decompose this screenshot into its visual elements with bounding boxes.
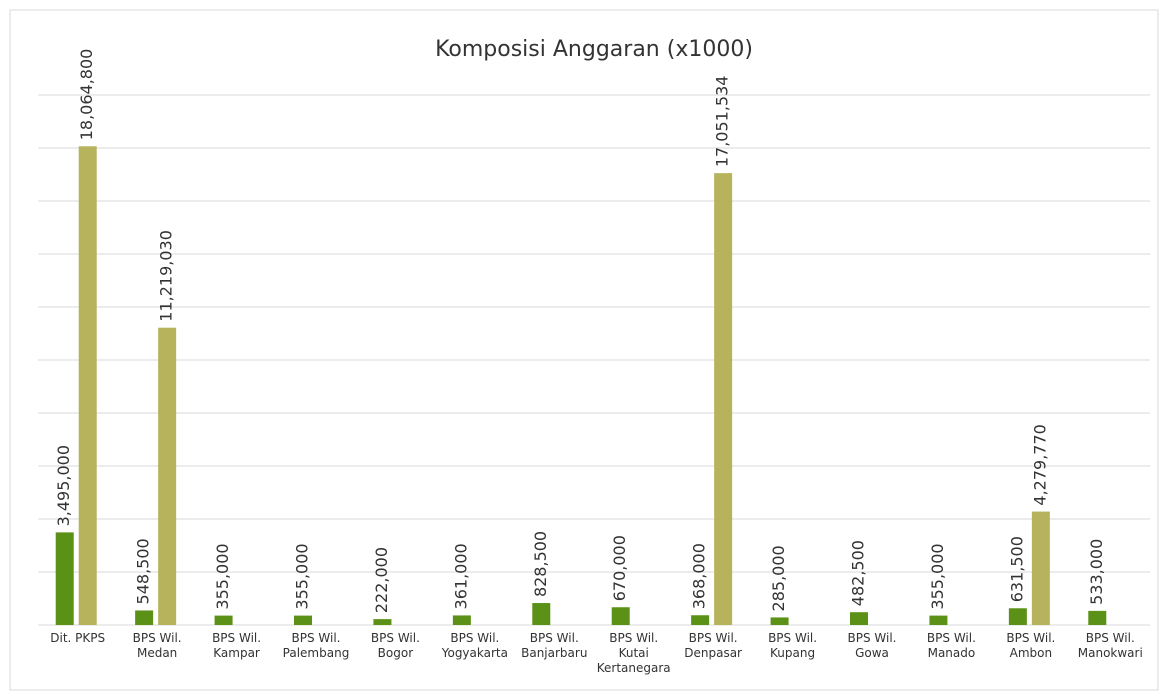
bar bbox=[135, 610, 154, 625]
x-tick-label-box: BPS Wil. Palembang bbox=[282, 631, 350, 660]
bar bbox=[929, 615, 948, 625]
data-label: 631,500 bbox=[1007, 536, 1026, 602]
x-tick-label-box: BPS Wil. Yogyakarta bbox=[441, 631, 508, 660]
data-label: 222,000 bbox=[372, 547, 391, 613]
x-tick-label: BPS Wil. Kupang bbox=[768, 631, 818, 660]
x-tick-label-box: BPS Wil. Ambon bbox=[1006, 631, 1056, 660]
x-tick-label-box: BPS Wil. Medan bbox=[132, 631, 182, 660]
bar bbox=[158, 327, 177, 625]
bar bbox=[770, 617, 789, 625]
data-label: 670,000 bbox=[610, 535, 629, 601]
data-label: 17,051,534 bbox=[713, 76, 732, 168]
bar bbox=[55, 532, 74, 625]
x-tick-label: BPS Wil. Palembang bbox=[282, 631, 350, 660]
data-label: 285,000 bbox=[769, 545, 788, 611]
x-tick-label: BPS Wil. Manado bbox=[926, 631, 976, 660]
bar bbox=[691, 615, 710, 625]
x-tick-label-box: Dit. PKPS bbox=[50, 631, 106, 645]
x-tick-label-box: BPS Wil. Banjarbaru bbox=[521, 631, 588, 660]
bar bbox=[1031, 511, 1050, 625]
data-label: 482,500 bbox=[849, 540, 868, 606]
data-label: 548,500 bbox=[134, 538, 153, 604]
x-tick-label-box: BPS Wil. Bogor bbox=[370, 631, 420, 660]
bar bbox=[294, 615, 312, 625]
x-tick-label: BPS Wil. Yogyakarta bbox=[441, 631, 508, 660]
data-label: 3,495,000 bbox=[54, 445, 73, 526]
data-label: 355,000 bbox=[213, 543, 232, 609]
data-label: 4,279,770 bbox=[1030, 424, 1049, 505]
x-tick-label: BPS Wil. Bogor bbox=[370, 631, 420, 660]
bar bbox=[373, 619, 392, 625]
x-tick-label: BPS Wil. Banjarbaru bbox=[521, 631, 588, 660]
data-label: 368,000 bbox=[690, 543, 709, 609]
bar bbox=[532, 603, 551, 625]
x-tick-label: BPS Wil. Gowa bbox=[847, 631, 897, 660]
bar bbox=[850, 612, 868, 625]
x-tick-label-box: BPS Wil. Denpasar bbox=[684, 631, 742, 660]
data-label: 828,500 bbox=[531, 531, 550, 597]
data-label: 18,064,800 bbox=[77, 49, 96, 141]
x-tick-label-box: BPS Wil. Gowa bbox=[847, 631, 897, 660]
chart-frame bbox=[9, 9, 1159, 691]
bar bbox=[78, 146, 97, 625]
bar bbox=[452, 615, 471, 625]
data-label: 361,000 bbox=[451, 543, 470, 609]
bar bbox=[611, 607, 630, 625]
x-tick-label: BPS Wil. Manokwari bbox=[1077, 631, 1143, 660]
x-tick-label: Dit. PKPS bbox=[50, 631, 106, 645]
x-tick-label-box: BPS Wil. Kupang bbox=[768, 631, 818, 660]
x-tick-label: BPS Wil. Medan bbox=[132, 631, 182, 660]
bar bbox=[214, 615, 233, 625]
x-tick-label-box: BPS Wil. Manado bbox=[926, 631, 976, 660]
x-tick-label: BPS Wil. Kampar bbox=[212, 631, 262, 660]
x-tick-label: BPS Wil. Ambon bbox=[1006, 631, 1056, 660]
data-label: 355,000 bbox=[928, 543, 947, 609]
x-tick-label-box: BPS Wil. Kampar bbox=[212, 631, 262, 660]
x-tick-label: BPS Wil. Kutai Kertanegara bbox=[596, 631, 671, 675]
data-label: 11,219,030 bbox=[157, 230, 176, 322]
bar bbox=[1088, 610, 1107, 625]
data-label: 355,000 bbox=[293, 543, 312, 609]
x-tick-label-box: BPS Wil. Kutai Kertanegara bbox=[596, 631, 671, 675]
x-tick-label: BPS Wil. Denpasar bbox=[684, 631, 742, 660]
bar bbox=[1008, 608, 1027, 625]
chart-title: Komposisi Anggaran (x1000) bbox=[435, 37, 753, 62]
x-tick-label-box: BPS Wil. Manokwari bbox=[1077, 631, 1143, 660]
data-label: 533,000 bbox=[1087, 539, 1106, 605]
bar bbox=[714, 173, 733, 626]
